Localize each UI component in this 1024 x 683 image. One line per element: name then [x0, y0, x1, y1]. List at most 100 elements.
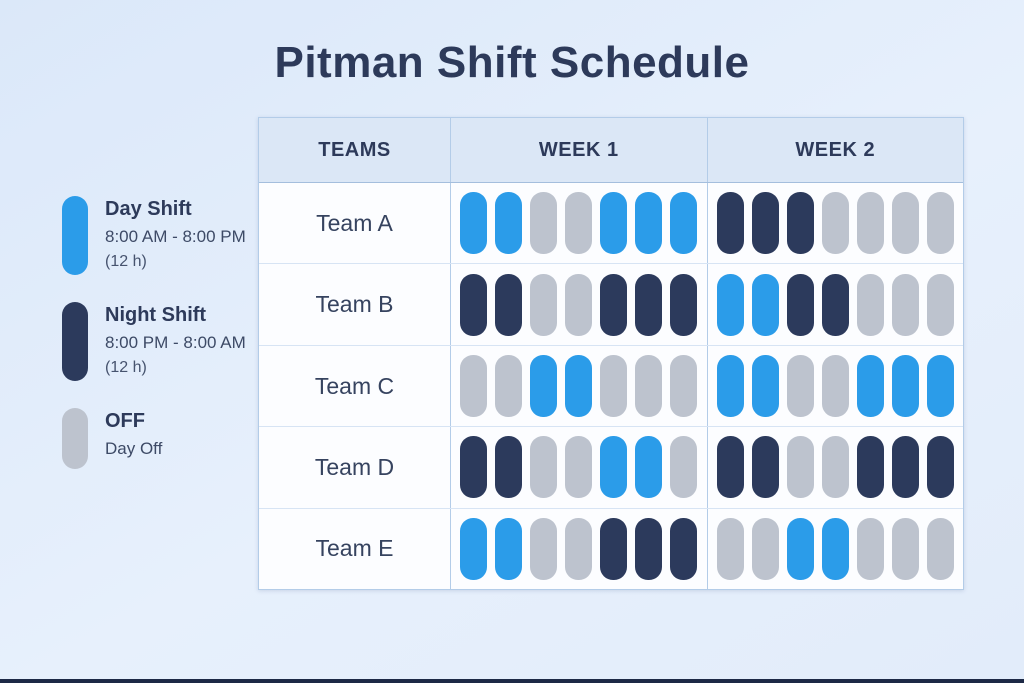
- shift-pill-day: [600, 436, 628, 499]
- shift-schedule-table: TEAMS WEEK 1 WEEK 2 Team A Team B Team C Te…: [258, 117, 964, 590]
- off-pill-icon: [62, 408, 88, 469]
- week2-shifts: [708, 427, 964, 507]
- legend-label: Day Shift: [105, 198, 192, 220]
- shift-pill-night: [670, 517, 698, 580]
- week2-shifts: [708, 346, 964, 426]
- shift-pill-off: [821, 192, 849, 255]
- shift-pill-day: [530, 355, 558, 418]
- shift-pill-off: [926, 517, 954, 580]
- legend-duration: (12 h): [105, 359, 147, 376]
- shift-pill-day: [786, 517, 814, 580]
- shift-pill-night: [786, 273, 814, 336]
- shift-pill-off: [670, 436, 698, 499]
- legend-text: Day Shift 8:00 AM - 8:00 PM (12 h): [105, 196, 246, 271]
- table-row: Team C: [259, 345, 964, 428]
- shift-pill-off: [821, 436, 849, 499]
- shift-pill-night: [891, 436, 919, 499]
- shift-pill-day: [751, 355, 779, 418]
- shift-pill-off: [460, 355, 488, 418]
- shift-pill-night: [786, 192, 814, 255]
- legend-item-off: OFF Day Off: [62, 408, 257, 469]
- shift-pill-off: [530, 273, 558, 336]
- day-shift-pill-icon: [62, 196, 88, 275]
- shift-pill-night: [926, 436, 954, 499]
- shift-pill-off: [530, 517, 558, 580]
- shift-pill-day: [635, 192, 663, 255]
- shift-pill-off: [891, 273, 919, 336]
- shift-pill-night: [460, 273, 488, 336]
- week2-shifts: [708, 264, 964, 344]
- table-row: Team B: [259, 264, 964, 346]
- shift-pill-day: [635, 436, 663, 499]
- shift-pill-off: [856, 517, 884, 580]
- legend-label: Night Shift: [105, 304, 207, 326]
- shift-pill-night: [751, 436, 779, 499]
- shift-pill-off: [751, 517, 779, 580]
- team-name: Team D: [259, 427, 451, 508]
- team-name: Team B: [259, 264, 451, 345]
- shift-pill-day: [565, 355, 593, 418]
- shift-pill-off: [530, 436, 558, 499]
- shift-pill-day: [716, 355, 744, 418]
- table-row: Team A: [259, 183, 964, 265]
- shift-pill-off: [670, 355, 698, 418]
- table-row: Team E: [259, 508, 964, 590]
- legend-item-day-shift: Day Shift 8:00 AM - 8:00 PM (12 h): [62, 196, 257, 275]
- shift-pill-day: [716, 273, 744, 336]
- team-name: Team E: [259, 508, 451, 590]
- shift-pill-night: [635, 517, 663, 580]
- legend-time: 8:00 PM - 8:00 AM: [105, 333, 246, 352]
- team-name: Team A: [259, 183, 451, 264]
- week1-shifts: [451, 508, 708, 590]
- shift-pill-off: [716, 517, 744, 580]
- week1-shifts: [451, 427, 708, 508]
- shift-pill-off: [856, 273, 884, 336]
- table-row: Team D: [259, 427, 964, 509]
- shift-pill-off: [565, 436, 593, 499]
- shift-pill-night: [600, 517, 628, 580]
- shift-pill-day: [495, 517, 523, 580]
- shift-pill-night: [495, 273, 523, 336]
- legend: Day Shift 8:00 AM - 8:00 PM (12 h) Night…: [62, 196, 257, 496]
- legend-time: 8:00 AM - 8:00 PM: [105, 227, 246, 246]
- shift-pill-night: [716, 192, 744, 255]
- week1-shifts: [451, 264, 708, 345]
- table-body: Team A Team B Team C Team D Team E: [259, 183, 964, 590]
- shift-pill-off: [926, 273, 954, 336]
- shift-pill-day: [495, 192, 523, 255]
- week2-shifts: [708, 183, 964, 263]
- shift-pill-day: [821, 517, 849, 580]
- shift-pill-night: [716, 436, 744, 499]
- page-title: Pitman Shift Schedule: [274, 38, 750, 87]
- shift-pill-night: [751, 192, 779, 255]
- shift-pill-night: [600, 273, 628, 336]
- legend-item-night-shift: Night Shift 8:00 PM - 8:00 AM (12 h): [62, 302, 257, 381]
- shift-pill-off: [635, 355, 663, 418]
- shift-pill-off: [786, 436, 814, 499]
- shift-pill-off: [786, 355, 814, 418]
- shift-pill-off: [926, 192, 954, 255]
- shift-pill-off: [565, 517, 593, 580]
- header-week1: WEEK 1: [451, 118, 708, 182]
- week1-shifts: [451, 183, 708, 264]
- shift-pill-day: [751, 273, 779, 336]
- shift-pill-day: [891, 355, 919, 418]
- shift-pill-night: [495, 436, 523, 499]
- bottom-accent-bar: [0, 679, 1024, 683]
- shift-pill-off: [530, 192, 558, 255]
- legend-duration: (12 h): [105, 253, 147, 270]
- week2-shifts: [708, 509, 964, 589]
- shift-pill-night: [670, 273, 698, 336]
- shift-pill-off: [856, 192, 884, 255]
- legend-text: OFF Day Off: [105, 408, 162, 465]
- header-week2: WEEK 2: [795, 138, 876, 161]
- shift-pill-night: [856, 436, 884, 499]
- shift-pill-off: [891, 192, 919, 255]
- shift-pill-off: [891, 517, 919, 580]
- night-shift-pill-icon: [62, 302, 88, 381]
- legend-text: Night Shift 8:00 PM - 8:00 AM (12 h): [105, 302, 246, 377]
- legend-label: OFF: [105, 410, 145, 432]
- legend-time: Day Off: [105, 439, 163, 458]
- shift-pill-night: [460, 436, 488, 499]
- shift-pill-night: [635, 273, 663, 336]
